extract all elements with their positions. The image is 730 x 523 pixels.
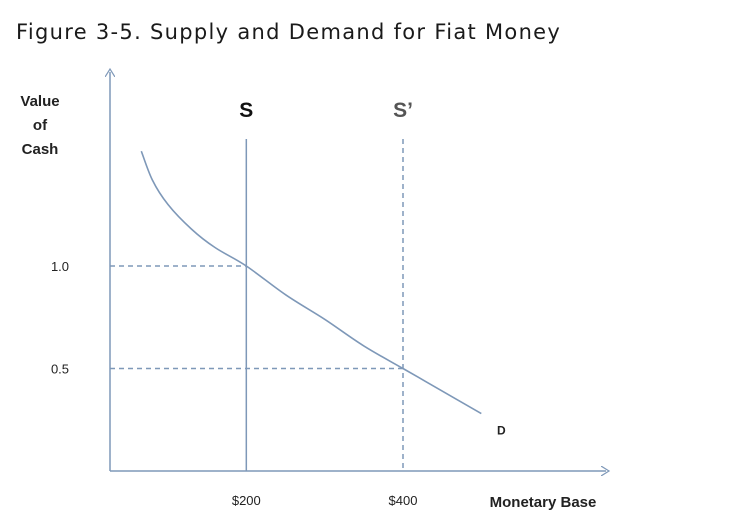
y-axis-label-line: Value — [20, 93, 59, 110]
demand-curve-label: D — [497, 424, 506, 438]
x-axis-label: Monetary Base — [490, 494, 597, 511]
y-tick-label-1: 0.5 — [51, 362, 69, 377]
supply-label-1: S’ — [393, 99, 413, 122]
y-tick-label-0: 1.0 — [51, 259, 69, 274]
labels-layer: S S’ D Value of Cash 1.0 0.5 $200 $400 Monetary Ba… — [20, 93, 596, 511]
y-axis-label: Value of Cash — [20, 93, 59, 158]
x-tick-label-1: $400 — [389, 493, 418, 508]
demand-curve — [140, 150, 482, 415]
x-tick-label-0: $200 — [232, 493, 261, 508]
figure-title: Figure 3-5. Supply and Demand for Fiat M… — [16, 20, 562, 44]
demand-curve-layer — [140, 150, 482, 415]
y-axis-label-line: of — [33, 117, 48, 134]
reference-lines-layer — [110, 265, 403, 370]
y-axis-label-line: Cash — [22, 141, 59, 158]
supply-label-0: S — [239, 99, 253, 122]
supply-lines-layer — [245, 139, 404, 471]
axes-layer — [110, 72, 606, 471]
